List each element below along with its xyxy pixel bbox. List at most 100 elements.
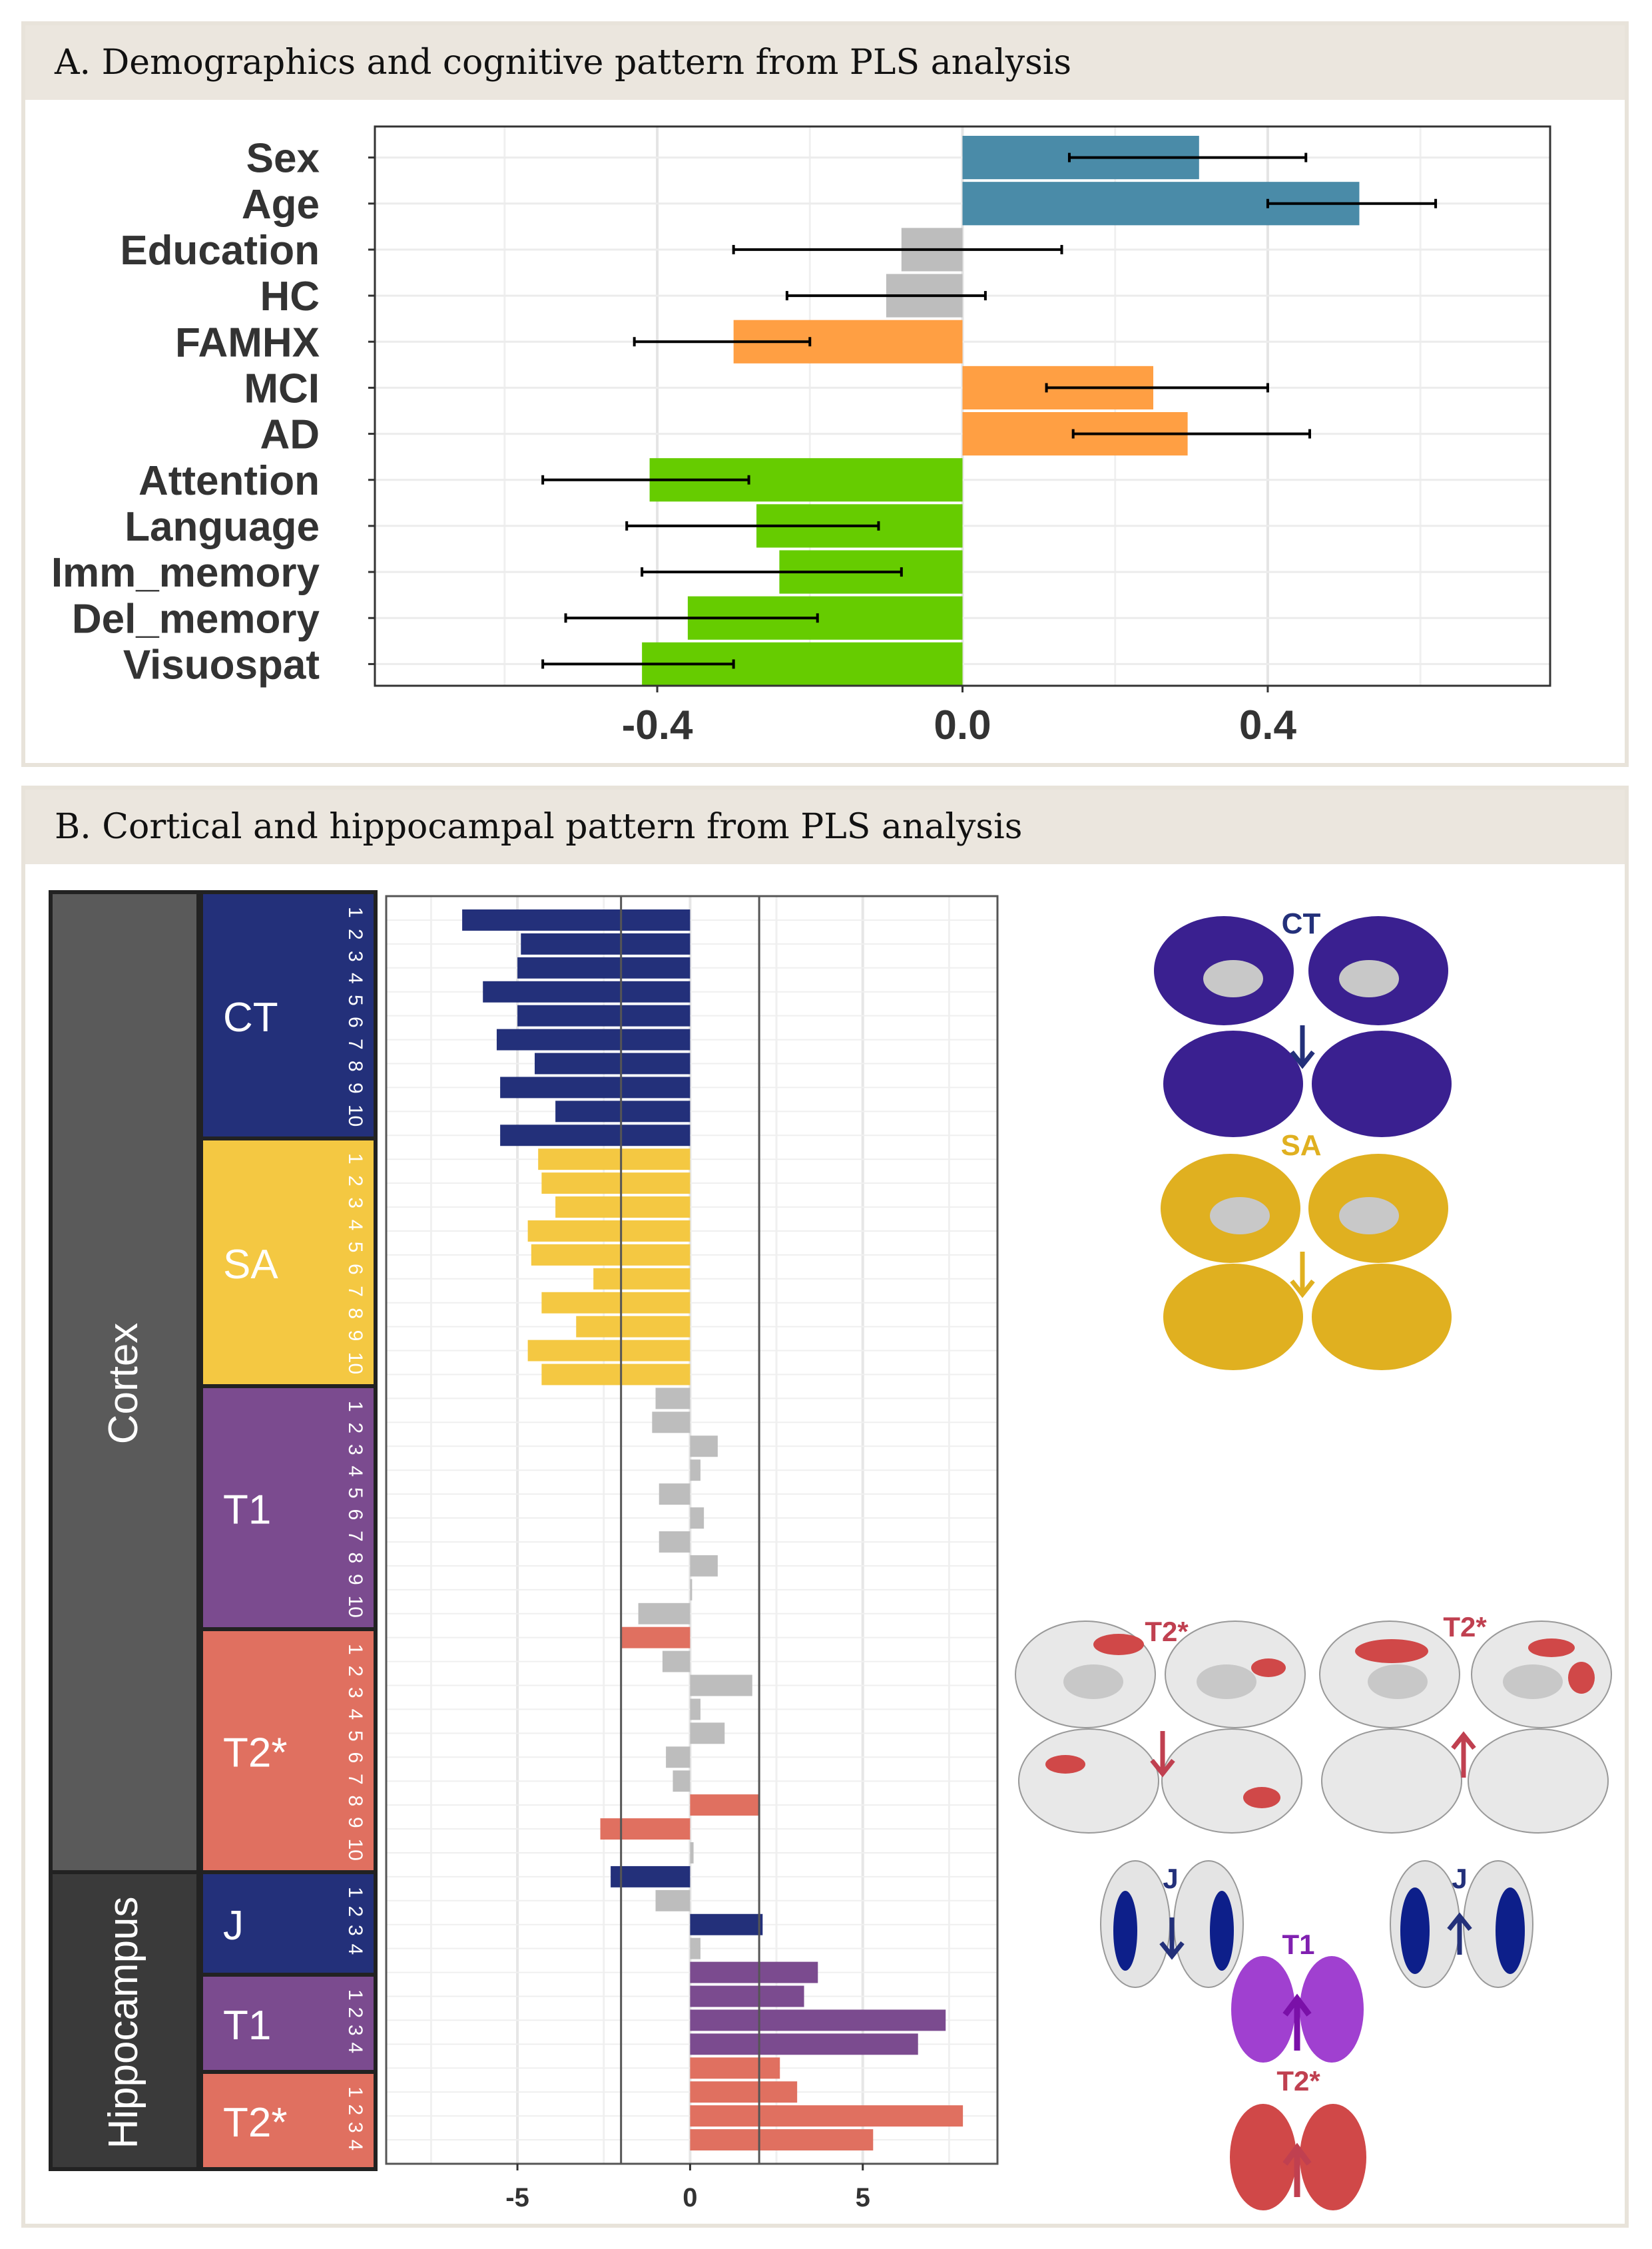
bar-hippocampus-t1-2	[690, 1985, 804, 2007]
brain-sa-medial-right-center	[1339, 1197, 1399, 1234]
index-label: 10	[344, 1352, 366, 1374]
bar-cortex-t2--10	[690, 1842, 694, 1864]
index-label: 5	[344, 995, 366, 1006]
index-label: 4	[344, 2140, 366, 2151]
index-label: 6	[344, 1752, 366, 1764]
index-label: 4	[344, 1709, 366, 1720]
brain-t2-left-label: T2*	[1145, 1616, 1189, 1647]
index-label: 2	[344, 2105, 366, 2116]
bar-cortex-t2--2	[662, 1650, 690, 1672]
bar-cortex-sa-10	[541, 1364, 690, 1385]
bar-hippocampus-j-4	[690, 1937, 700, 1959]
bar-cortex-sa-8	[576, 1316, 690, 1338]
bar-cortex-ct-6	[496, 1029, 690, 1051]
bar-cortex-sa-7	[541, 1292, 690, 1314]
brain-ct-arrow-down-icon	[1290, 1025, 1315, 1069]
bar-cortex-sa-2	[541, 1172, 690, 1194]
brain-t2-right-lateral-b	[1468, 1728, 1609, 1834]
brain-sa-label: SA	[1280, 1129, 1321, 1162]
bar-cortex-t2--1	[621, 1626, 690, 1648]
group-block-cortex-sa	[199, 1136, 378, 1388]
bar-cortex-sa-5	[531, 1244, 690, 1266]
brain-t2-left-spot-4	[1243, 1787, 1280, 1808]
brain-t2-hip-arrow-up-icon	[1282, 2142, 1312, 2197]
bar-cortex-t2--8	[690, 1794, 760, 1816]
index-label: 4	[344, 1944, 366, 1955]
panel-b-header: B. Cortical and hippocampal pattern from…	[25, 790, 1625, 864]
group-block-hippocampus-t1	[199, 1973, 378, 2074]
bar-cortex-ct-1	[462, 909, 690, 931]
index-label: 2	[344, 2007, 366, 2019]
y-label: Attention	[138, 458, 320, 504]
group-block-label: T1	[223, 2003, 271, 2049]
x-tick-label: -0.4	[622, 702, 693, 748]
brain-sa-arrow-down-icon	[1290, 1252, 1315, 1298]
y-label: Age	[242, 182, 320, 228]
y-label: Del_memory	[72, 596, 320, 642]
index-label: 1	[344, 1989, 366, 2001]
group-block-cortex-t2-	[199, 1627, 378, 1874]
index-label: 9	[344, 1083, 366, 1094]
brain-t2-right-spot-2	[1528, 1638, 1575, 1657]
y-label: Education	[120, 228, 320, 274]
group-block-label: T1	[223, 1487, 271, 1533]
bar-hippocampus-t1-1	[690, 1961, 818, 1983]
brain-t1-hip-left	[1231, 1956, 1295, 2063]
brain-t2-left-lateral-b	[1161, 1728, 1302, 1834]
bar-cortex-ct-10	[500, 1124, 690, 1146]
index-label: 7	[344, 1774, 366, 1785]
index-label: 7	[344, 1286, 366, 1297]
brain-t1-hip-label: T1	[1282, 1929, 1314, 1960]
brain-j-right-spot-1	[1400, 1887, 1430, 1974]
brain-t2-right-spot-3	[1568, 1662, 1595, 1694]
bar-cortex-t1-8	[690, 1555, 718, 1577]
index-label: 3	[344, 2025, 366, 2036]
brain-t2-left-medial-a-center	[1063, 1664, 1123, 1699]
bar-cortex-t1-3	[690, 1435, 718, 1457]
bar-hippocampus-j-1	[611, 1866, 690, 1887]
bar-cortex-t2--4	[690, 1698, 700, 1720]
group-blocks: CT 1 2 3 4 5 6 7 8 9 10 SA 1 2 3 4 5 6 7 8 9 10 T1 1 2 3 4 5 6 7 8 9 10 T…	[199, 890, 378, 2171]
group-block-hippocampus-t2-	[199, 2070, 378, 2171]
brain-t2-left-arrow-down-icon	[1150, 1731, 1175, 1778]
index-label: 1	[344, 1153, 366, 1164]
group-block-label: CT	[223, 995, 278, 1041]
bar-hippocampus-t2--1	[690, 2057, 780, 2079]
index-label: 4	[344, 973, 366, 984]
brain-j-right-spot-2	[1496, 1887, 1525, 1974]
brain-sa-lateral-left	[1163, 1264, 1303, 1370]
index-label: 1	[344, 1644, 366, 1655]
brain-t2-hip-right	[1300, 2104, 1366, 2210]
index-label: 9	[344, 1817, 366, 1828]
index-label: 5	[344, 1242, 366, 1253]
bar-hippocampus-j-2	[655, 1889, 690, 1911]
cortex-label: Cortex	[101, 1323, 146, 1445]
bar-hippocampus-t1-3	[690, 2009, 946, 2031]
bar-cortex-ct-4	[483, 981, 690, 1003]
brain-j-left: J	[1100, 1860, 1244, 1988]
brain-t2-right-medial-b-center	[1503, 1664, 1563, 1699]
index-label: 5	[344, 1730, 366, 1742]
brain-j-left-spot-1	[1113, 1891, 1137, 1971]
bar-cortex-ct-7	[535, 1053, 690, 1075]
bar-cortex-t1-1	[655, 1387, 690, 1409]
index-label: 2	[344, 1666, 366, 1677]
bar-cortex-t2--9	[600, 1818, 690, 1840]
index-label: 10	[344, 1839, 366, 1861]
group-block-label: J	[223, 1903, 244, 1949]
bar-cortex-sa-4	[527, 1220, 690, 1242]
x-tick-label: 0.0	[934, 702, 991, 748]
x-tick-label-b: 5	[856, 2183, 870, 2212]
index-label: 2	[344, 1423, 366, 1434]
brain-t2-left-spot-2	[1251, 1658, 1286, 1677]
bar-cortex-ct-3	[517, 957, 690, 979]
bar-cortex-ct-2	[521, 933, 690, 955]
x-tick-label-b: -5	[505, 2183, 529, 2212]
index-label: 5	[344, 1487, 366, 1499]
brain-ct-lateral-right	[1312, 1031, 1452, 1137]
brain-t2-right: T2*	[1319, 1611, 1612, 1834]
bar-cortex-t2--7	[673, 1770, 690, 1792]
bar-hippocampus-t2--3	[690, 2105, 964, 2127]
chart-a: SexAgeEducationHCFAMHXMCIADAttentionLang…	[51, 125, 1551, 748]
index-label: 10	[344, 1596, 366, 1618]
